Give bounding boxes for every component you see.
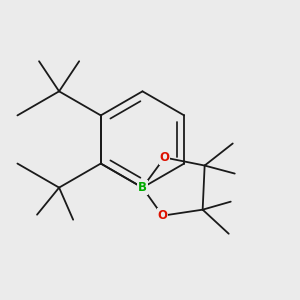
Text: O: O — [158, 209, 167, 222]
Text: O: O — [160, 151, 170, 164]
Text: B: B — [138, 181, 147, 194]
